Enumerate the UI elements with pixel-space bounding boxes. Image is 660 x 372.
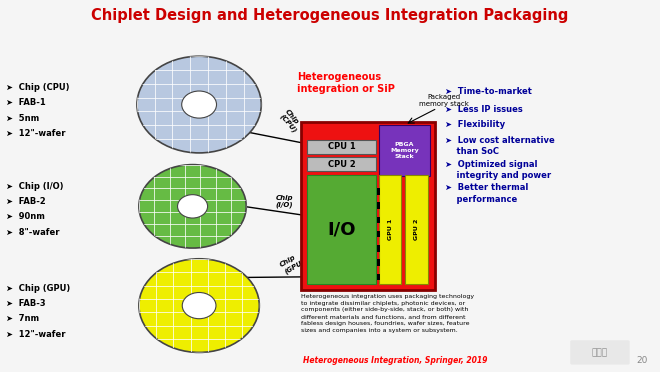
Text: ➤  Flexibility: ➤ Flexibility (445, 120, 505, 129)
Text: ➤  5nm: ➤ 5nm (6, 114, 40, 123)
FancyBboxPatch shape (300, 122, 435, 290)
Text: ➤  Chip (I/O): ➤ Chip (I/O) (6, 182, 63, 191)
FancyBboxPatch shape (307, 140, 376, 154)
Circle shape (137, 56, 261, 153)
Text: ➤  Chip (CPU): ➤ Chip (CPU) (6, 83, 69, 92)
FancyBboxPatch shape (377, 245, 379, 251)
FancyBboxPatch shape (377, 202, 379, 209)
Text: ➤  8"-wafer: ➤ 8"-wafer (6, 228, 59, 237)
FancyBboxPatch shape (379, 125, 430, 176)
Text: PBGA
Memory
Stack: PBGA Memory Stack (390, 142, 419, 159)
Text: Chiplet Design and Heterogeneous Integration Packaging: Chiplet Design and Heterogeneous Integra… (91, 8, 569, 23)
Text: ➤  7nm: ➤ 7nm (6, 314, 39, 323)
Text: 20: 20 (636, 356, 647, 365)
FancyBboxPatch shape (377, 217, 379, 223)
FancyBboxPatch shape (377, 259, 379, 266)
Circle shape (182, 91, 216, 118)
Circle shape (178, 195, 208, 218)
FancyBboxPatch shape (377, 231, 379, 237)
Circle shape (139, 259, 259, 352)
Text: Chip
(GPU): Chip (GPU) (279, 251, 306, 275)
Text: CPU 1: CPU 1 (327, 142, 355, 151)
Circle shape (139, 165, 246, 248)
Text: ➤  12"-wafer: ➤ 12"-wafer (6, 129, 65, 138)
Text: ➤  Less IP issues: ➤ Less IP issues (445, 105, 522, 113)
Text: ➤  FAB-3: ➤ FAB-3 (6, 299, 46, 308)
FancyBboxPatch shape (377, 273, 379, 280)
Text: Heterogeneous Integration, Springer, 2019: Heterogeneous Integration, Springer, 201… (303, 356, 488, 365)
Text: GPU 1: GPU 1 (387, 219, 393, 240)
Text: ➤  Better thermal
    performance: ➤ Better thermal performance (445, 183, 528, 203)
Text: Heterogeneous integration uses packaging technology
to integrate dissimilar chip: Heterogeneous integration uses packaging… (300, 294, 474, 333)
Text: ➤  12"-wafer: ➤ 12"-wafer (6, 330, 65, 339)
Text: Heterogeneous
integration or SiP: Heterogeneous integration or SiP (297, 72, 395, 94)
Text: ➤  Optimized signal
    integrity and power: ➤ Optimized signal integrity and power (445, 160, 550, 180)
Text: ➤  90nm: ➤ 90nm (6, 212, 45, 221)
Text: I/O: I/O (327, 221, 356, 238)
Text: ➤  Time-to-market: ➤ Time-to-market (445, 87, 531, 96)
Text: GPU 2: GPU 2 (414, 219, 419, 240)
FancyBboxPatch shape (379, 175, 401, 284)
Text: Packaged
memory stack: Packaged memory stack (419, 94, 469, 107)
Text: ➤  FAB-1: ➤ FAB-1 (6, 99, 46, 108)
Text: Chip
(I/O): Chip (I/O) (275, 195, 293, 208)
Text: ➤  Chip (GPU): ➤ Chip (GPU) (6, 284, 71, 293)
FancyBboxPatch shape (307, 175, 376, 284)
Text: CPU 2: CPU 2 (327, 160, 355, 169)
Text: ➤  Low cost alternative
    than SoC: ➤ Low cost alternative than SoC (445, 136, 554, 156)
FancyBboxPatch shape (405, 175, 428, 284)
Text: Chip
(CPU): Chip (CPU) (278, 109, 303, 134)
Circle shape (182, 292, 216, 319)
FancyBboxPatch shape (307, 157, 376, 171)
Text: 钛媒体: 钛媒体 (591, 348, 608, 357)
Text: ➤  FAB-2: ➤ FAB-2 (6, 197, 46, 206)
FancyBboxPatch shape (570, 340, 630, 365)
FancyBboxPatch shape (377, 188, 379, 195)
